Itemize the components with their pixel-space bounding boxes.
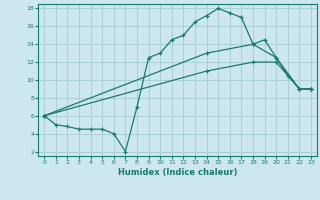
X-axis label: Humidex (Indice chaleur): Humidex (Indice chaleur)	[118, 168, 237, 177]
